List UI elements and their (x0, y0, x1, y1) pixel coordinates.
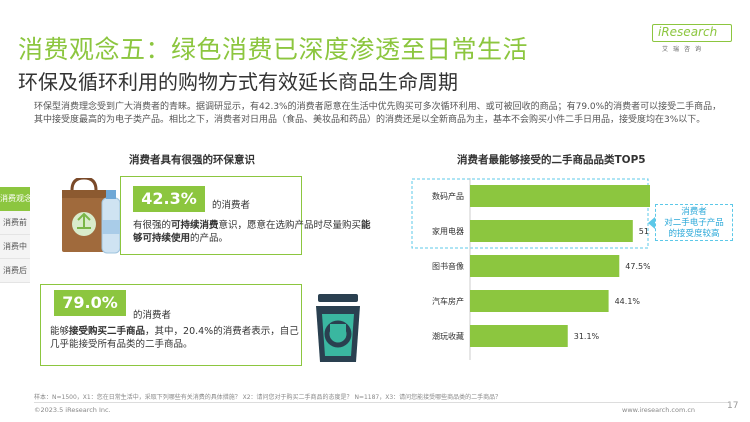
highlight-callout: 消费者 对二手电子产品 的接受度较高 (655, 204, 733, 241)
category-label: 汽车房产 (432, 296, 464, 306)
nav-item-consumption-concept[interactable]: 消费观念 (0, 187, 32, 211)
stat1-desc-bold-1: 可持续消费 (171, 220, 219, 231)
page-title: 消费观念五：绿色消费已深度渗透至日常生活 (18, 35, 529, 64)
value-label: 51.8% (639, 227, 650, 236)
stat1-desc-c: 意识，愿意在选购产品时尽量购买 (218, 220, 362, 231)
nav-item-during-consumption[interactable]: 消费中 (0, 235, 30, 259)
footer-note: 样本：N=1500，X1：您在日常生活中，采取下列哪些有关消费的具体措施？ X2… (34, 394, 502, 401)
bar (470, 185, 650, 207)
value-label: 44.1% (615, 297, 641, 306)
recycle-icon (316, 294, 360, 362)
chart-title: 消费者最能够接受的二手商品品类TOP5 (457, 154, 646, 166)
highlight-box (411, 178, 649, 249)
value-label: 47.5% (625, 262, 650, 271)
category-label: 数码产品 (432, 191, 464, 201)
nav-item-before-consumption[interactable]: 消费前 (0, 211, 30, 235)
stat-suffix-2: 的消费者 (133, 310, 172, 321)
page-number: 17 (727, 401, 739, 411)
side-nav: 消费观念 消费前 消费中 消费后 (0, 187, 32, 283)
stat-value-79: 79.0% (54, 290, 126, 316)
intro-paragraph: 环保型消费理念受到广大消费者的青睐。据调研显示，有42.3%的消费者愿意在生活中… (34, 102, 722, 125)
iresearch-logo: iResearch 艾瑞咨询 (652, 24, 732, 53)
stat-desc-2: 能够接受购买二手商品，其中，20.4%的消费者表示，自己几乎能接受所有品类的二手… (50, 325, 302, 351)
stat2-desc-a: 能够 (50, 326, 70, 337)
callout-line-3: 的接受度较高 (668, 229, 720, 239)
website-link[interactable]: www.iresearch.com.cn (622, 406, 696, 414)
logo-sub: 艾瑞咨询 (662, 46, 707, 53)
callout-line-1: 消费者 (681, 207, 707, 217)
callout-arrow (648, 217, 655, 229)
eco-bag-bottle-icon (62, 178, 121, 254)
copyright: ©2023.5 iResearch Inc. (34, 406, 111, 414)
left-section-title: 消费者具有很强的环保意识 (129, 154, 255, 166)
stat2-desc-c: ，其中，20.4%的消费者表示，自己几乎能接受所有品类的二手商品。 (50, 326, 299, 350)
callout-line-2: 对二手电子产品 (664, 218, 724, 228)
logo-frame (652, 24, 732, 42)
bar (470, 290, 609, 312)
category-label: 家用电器 (432, 226, 464, 236)
bar-chart: 数码产品65.0%家用电器51.8%图书音像47.5%汽车房产44.1%潮玩收藏… (411, 178, 650, 360)
value-label: 31.1% (574, 332, 600, 341)
category-label: 潮玩收藏 (432, 331, 464, 341)
bar (470, 255, 620, 277)
stat-suffix-1: 的消费者 (212, 200, 251, 211)
stat1-desc-e: 的产品。 (190, 233, 229, 244)
category-label: 图书音像 (432, 261, 464, 271)
stat-card-sustainable (120, 176, 302, 255)
logo-brand: iResearch (658, 25, 718, 39)
bar (470, 325, 568, 347)
stat-card-secondhand (40, 284, 302, 366)
stat1-desc-a: 有很强的 (133, 220, 172, 231)
footer-divider (34, 402, 729, 403)
bar (470, 220, 633, 242)
stat2-desc-bold: 接受购买二手商品 (69, 326, 146, 337)
stat-value-42: 42.3% (133, 186, 205, 212)
nav-item-after-consumption[interactable]: 消费后 (0, 259, 30, 283)
page-subtitle: 环保及循环利用的购物方式有效延长商品生命周期 (18, 70, 458, 94)
stat1-desc-bold-2: 能够可持续使用 (133, 220, 371, 244)
stat-desc-1: 有很强的可持续消费意识，愿意在选购产品时尽量购买能够可持续使用的产品。 (133, 219, 373, 245)
